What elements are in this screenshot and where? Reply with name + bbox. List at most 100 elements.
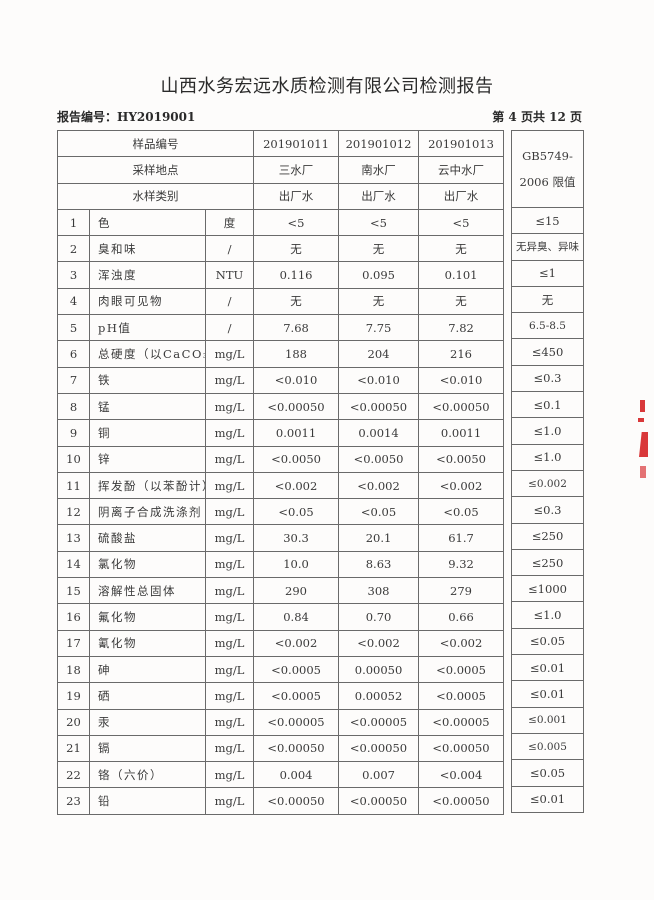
location: 南水厂 — [338, 156, 420, 184]
result-value: <0.00050 — [418, 734, 505, 763]
limit-row: ≤0.005 — [511, 732, 584, 761]
item-name: 锰 — [89, 392, 206, 421]
result-value: <0.002 — [338, 471, 420, 500]
unit: mg/L — [204, 577, 255, 605]
result-value: <0.05 — [418, 498, 505, 526]
limit-value: 无 — [511, 285, 584, 314]
limit-value: ≤250 — [511, 548, 584, 577]
result-value: 0.0011 — [418, 419, 505, 447]
table-row: 16 氟化物 mg/L 0.84 0.70 0.66 — [57, 603, 505, 631]
results-table: 样品编号 201901011 201901012 201901013 采样地点 … — [56, 129, 505, 815]
limit-row: ≤0.002 — [511, 469, 584, 498]
row-number: 11 — [57, 471, 90, 500]
result-value: 20.1 — [338, 524, 420, 552]
header-row-location: 采样地点 三水厂 南水厂 云中水厂 — [56, 156, 505, 184]
stamp-fragment — [639, 432, 648, 457]
item-name: 硒 — [89, 682, 206, 710]
type-label: 水样类别 — [56, 182, 255, 210]
result-value: <0.0005 — [253, 682, 340, 710]
result-value: <0.0050 — [418, 445, 505, 473]
row-number: 14 — [57, 550, 90, 579]
result-value: 0.0014 — [338, 419, 420, 447]
item-name: 汞 — [89, 708, 206, 736]
table-row: 4 肉眼可见物 / 无无无 — [57, 287, 505, 316]
result-value: 0.007 — [338, 761, 420, 789]
unit: / — [204, 314, 255, 342]
sample-id: 201901011 — [253, 129, 340, 158]
row-number: 16 — [57, 603, 90, 631]
page-info: 第 4 页共 12 页 — [492, 110, 582, 124]
unit: mg/L — [204, 340, 255, 368]
table-row: 10 锌 mg/L <0.0050 <0.0050 <0.0050 — [57, 445, 505, 473]
result-value: 216 — [418, 340, 505, 368]
result-value: 279 — [418, 577, 505, 605]
row-number: 9 — [57, 419, 90, 447]
result-value: 204 — [338, 340, 420, 368]
item-name: 镉 — [89, 734, 206, 763]
limit-value: ≤1.0 — [511, 417, 584, 445]
result-value: 无 — [253, 287, 340, 316]
result-value: 0.101 — [418, 261, 505, 289]
table-row: 11 挥发酚（以苯酚计） mg/L <0.002 <0.002 <0.002 — [57, 471, 505, 500]
result-value: 7.75 — [338, 314, 420, 342]
result-value: <0.002 — [418, 471, 505, 500]
row-number: 10 — [57, 445, 90, 473]
row-number: 20 — [57, 708, 90, 736]
table-row: 14 氯化物 mg/L 10.0 8.63 9.32 — [57, 550, 505, 579]
row-number: 23 — [57, 787, 90, 815]
result-value: <0.05 — [253, 498, 340, 526]
limit-value: ≤1.0 — [511, 443, 584, 471]
row-number: 12 — [57, 498, 90, 526]
row-number: 15 — [57, 577, 90, 605]
table-row: 8 锰 mg/L <0.00050 <0.00050 <0.00050 — [57, 392, 505, 421]
unit: 度 — [204, 208, 255, 237]
location-label: 采样地点 — [56, 156, 255, 184]
table-row: 19 硒 mg/L <0.0005 0.00052 <0.0005 — [57, 682, 505, 710]
result-value: 无 — [338, 235, 420, 263]
item-name: pH值 — [89, 314, 206, 342]
limit-row: ≤0.3 — [511, 364, 584, 393]
row-number: 3 — [57, 261, 90, 289]
item-name: 锌 — [89, 445, 206, 473]
stamp-fragment — [640, 400, 645, 412]
unit: mg/L — [204, 498, 255, 526]
limit-value: ≤250 — [511, 522, 584, 550]
table-row: 13 硫酸盐 mg/L 30.3 20.1 61.7 — [57, 524, 505, 552]
result-value: <0.00005 — [338, 708, 420, 736]
item-name: 溶解性总固体 — [89, 577, 206, 605]
result-value: 0.00052 — [338, 682, 420, 710]
limit-value: ≤1000 — [511, 575, 584, 603]
item-name: 浑浊度 — [89, 261, 206, 289]
item-name: 肉眼可见物 — [89, 287, 206, 316]
result-value: 无 — [338, 287, 420, 316]
table-row: 2 臭和味 / 无无无 — [57, 235, 505, 263]
row-number: 21 — [57, 734, 90, 763]
result-value: 无 — [253, 235, 340, 263]
result-value: 10.0 — [253, 550, 340, 579]
sample-id: 201901013 — [418, 129, 505, 158]
result-value: <0.0005 — [253, 655, 340, 684]
table-row: 9 铜 mg/L 0.0011 0.0014 0.0011 — [57, 419, 505, 447]
result-value: 0.116 — [253, 261, 340, 289]
table-row: 5 pH值/7.68 7.75 7.82 — [57, 314, 505, 342]
result-value: 9.32 — [418, 550, 505, 579]
unit: mg/L — [204, 655, 255, 684]
item-name: 铁 — [89, 366, 206, 394]
limit-value: ≤15 — [511, 206, 584, 235]
limit-value: ≤0.05 — [511, 759, 584, 787]
result-value: <0.0005 — [418, 682, 505, 710]
row-number: 5 — [57, 314, 90, 342]
result-value: 290 — [253, 577, 340, 605]
result-value: <0.00050 — [418, 787, 505, 815]
result-value: 7.68 — [253, 314, 340, 342]
row-number: 22 — [57, 761, 90, 789]
stamp-fragment — [638, 418, 644, 422]
result-value: 308 — [338, 577, 420, 605]
limit-header-cell: GB5749- 2006 限值 — [511, 130, 584, 208]
result-value: 0.004 — [253, 761, 340, 789]
row-number: 4 — [57, 287, 90, 316]
table-row: 23 铅 mg/L <0.00050 <0.00050 <0.00050 — [57, 787, 505, 815]
limit-row: ≤0.05 — [511, 627, 584, 656]
limit-row: ≤1 — [511, 259, 584, 287]
limit-value: ≤0.01 — [511, 654, 584, 682]
